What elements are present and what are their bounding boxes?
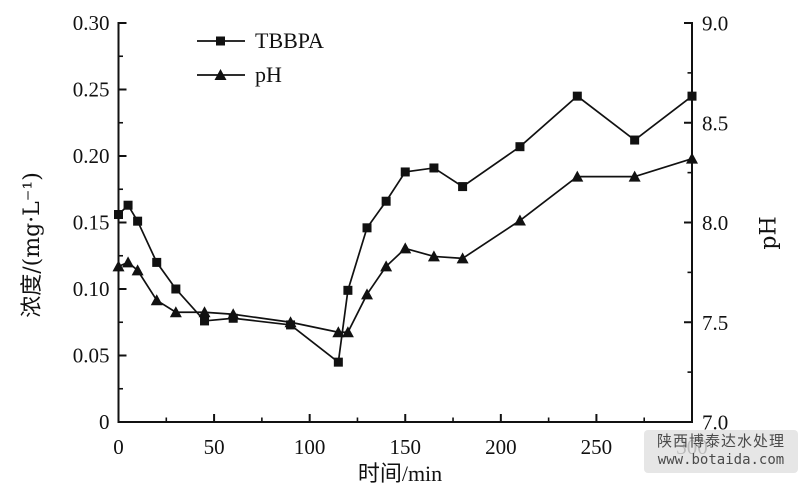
data-point-triangle-ph [150,294,163,306]
x-axis-tick-label: 250 [581,435,613,459]
watermark-company-text: 陕西博泰达水处理 [656,433,785,451]
y-axis-left-tick-label: 0.05 [73,344,110,368]
data-point-triangle-ph [131,264,144,276]
data-point-triangle-ph [686,152,698,164]
y-axis-right-tick-label: 8.5 [702,111,728,135]
data-point-square-tbbpa [429,163,439,173]
watermark: 陕西博泰达水处理 www.botaida.com [644,430,798,473]
data-point-square-tbbpa [630,135,640,145]
legend: TBBPA pH [196,27,324,88]
data-point-triangle-ph [341,326,354,338]
data-point-square-tbbpa [343,285,353,295]
y-axis-left-tick-label: 0.30 [73,11,110,35]
y-axis-left-tick-label: 0.15 [73,211,110,235]
data-point-square-tbbpa [123,200,133,210]
legend-item-tbbpa: TBBPA [196,27,324,54]
data-point-square-tbbpa [114,210,123,220]
data-point-square-tbbpa [133,216,143,226]
legend-square-marker-icon [197,36,245,45]
data-point-triangle-ph [361,288,374,300]
data-point-triangle-ph [380,260,393,272]
data-point-square-tbbpa [400,167,410,177]
y-axis-right-tick-label: 7.5 [702,311,728,335]
data-point-square-tbbpa [572,91,582,101]
x-axis-tick-label: 150 [390,435,422,459]
x-axis-tick-label: 100 [294,435,326,459]
data-point-triangle-ph [198,306,211,318]
data-point-triangle-ph [513,214,526,226]
data-point-triangle-ph [571,170,584,182]
y-axis-left-tick-label: 0.20 [73,144,110,168]
y-axis-title-left: 浓度/(mg·L⁻¹) [20,172,45,318]
y-axis-right-tick-label: 9.0 [702,12,728,36]
data-point-triangle-ph [628,170,641,182]
y-axis-left-tick-label: 0.25 [73,78,110,102]
x-axis-tick-label: 200 [485,435,517,459]
data-point-square-tbbpa [515,142,525,152]
y-axis-left-tick-label: 0.10 [73,277,110,301]
data-point-triangle-ph [227,308,240,320]
data-point-square-tbbpa [333,357,343,367]
watermark-url-text: www.botaida.com [657,452,785,469]
data-point-square-tbbpa [687,91,697,101]
data-point-triangle-ph [169,306,182,318]
data-point-square-tbbpa [381,196,391,206]
data-point-square-tbbpa [458,182,468,192]
x-axis-title: 时间/min [357,461,443,486]
legend-triangle-marker-icon [197,68,245,80]
data-point-square-tbbpa [362,223,372,233]
data-point-square-tbbpa [200,316,210,326]
data-point-square-tbbpa [152,257,162,267]
data-point-triangle-ph [332,326,345,338]
y-axis-left-tick-label: 0 [99,410,110,434]
legend-label-tbbpa: TBBPA [255,27,324,53]
x-axis-tick-label: 50 [204,435,225,459]
data-point-triangle-ph [427,250,440,262]
legend-item-ph: pH [196,61,324,88]
data-point-square-tbbpa [171,284,181,294]
data-point-triangle-ph [122,256,135,268]
legend-label-ph: pH [255,61,282,87]
x-axis-tick-label: 0 [113,435,124,459]
data-point-triangle-ph [112,260,125,272]
data-point-triangle-ph [284,316,297,328]
y-axis-right-tick-label: 8.0 [702,211,728,235]
data-point-triangle-ph [456,252,469,264]
data-point-triangle-ph [399,242,412,254]
y-axis-title-right: pH [756,216,782,250]
